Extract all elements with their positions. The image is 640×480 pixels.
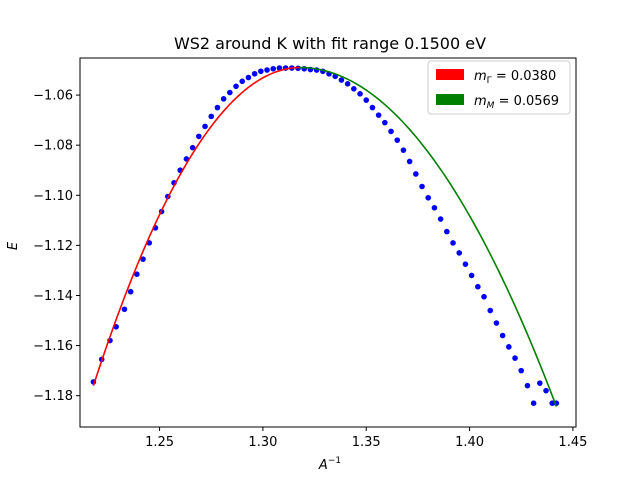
data-point bbox=[233, 83, 239, 90]
data-point bbox=[487, 307, 494, 314]
data-point bbox=[437, 216, 444, 222]
data-point bbox=[400, 147, 407, 153]
y-tick-label: −1.12 bbox=[33, 239, 73, 254]
data-point bbox=[239, 78, 246, 85]
legend-swatch-gamma bbox=[436, 69, 464, 80]
data-point bbox=[208, 113, 215, 120]
y-axis-label: E bbox=[6, 241, 21, 250]
x-tick-label: 1.25 bbox=[145, 435, 174, 450]
data-point bbox=[431, 205, 438, 211]
data-point bbox=[413, 171, 419, 177]
legend-gamma-sub: Γ bbox=[487, 76, 492, 86]
data-point bbox=[475, 283, 481, 290]
y-axis: −1.06 −1.08 −1.10 −1.12 −1.14 −1.16 −1.18 bbox=[33, 89, 80, 404]
data-point bbox=[537, 380, 543, 386]
legend-M-sub: M bbox=[487, 101, 495, 111]
data-point bbox=[202, 123, 208, 130]
data-point bbox=[462, 261, 469, 267]
data-point bbox=[369, 104, 376, 111]
data-point bbox=[524, 382, 531, 389]
data-point bbox=[196, 133, 202, 140]
legend-gamma-m: m bbox=[474, 69, 487, 84]
data-point bbox=[493, 320, 500, 326]
data-point bbox=[220, 96, 227, 102]
data-point bbox=[344, 81, 351, 87]
data-point bbox=[214, 104, 221, 111]
x-axis-label-base: A bbox=[318, 458, 328, 473]
fit-curve-gamma bbox=[92, 66, 301, 386]
data-point bbox=[530, 400, 537, 407]
data-point bbox=[512, 355, 518, 361]
data-point bbox=[338, 77, 345, 83]
data-point bbox=[425, 194, 432, 201]
data-point bbox=[406, 158, 413, 165]
data-point bbox=[264, 67, 270, 73]
data-point bbox=[394, 137, 401, 143]
data-point bbox=[351, 86, 357, 92]
x-tick-label: 1.35 bbox=[352, 435, 381, 450]
legend-M-m: m bbox=[474, 94, 487, 109]
x-tick-label: 1.30 bbox=[248, 435, 277, 450]
legend-entry-M: mM = 0.0569 bbox=[474, 94, 559, 111]
data-point bbox=[189, 144, 196, 151]
y-tick-label: −1.06 bbox=[33, 89, 73, 104]
y-tick-label: −1.14 bbox=[33, 289, 73, 304]
data-point bbox=[499, 332, 506, 339]
data-point bbox=[506, 344, 512, 350]
x-axis: 1.25 1.30 1.35 1.40 1.45 bbox=[145, 427, 587, 450]
x-tick-label: 1.40 bbox=[455, 435, 484, 450]
plot-area bbox=[79, 57, 577, 428]
data-point bbox=[388, 128, 394, 135]
x-tick-label: 1.45 bbox=[558, 435, 587, 450]
data-point bbox=[518, 367, 525, 374]
x-axis-label-exponent: −1 bbox=[328, 456, 341, 466]
data-point bbox=[121, 306, 128, 313]
data-point bbox=[419, 183, 425, 190]
data-point bbox=[549, 400, 556, 407]
data-point bbox=[276, 65, 283, 71]
data-point bbox=[127, 288, 134, 295]
fit-curve-M bbox=[300, 66, 558, 407]
legend-gamma-value: = 0.0380 bbox=[492, 69, 557, 84]
data-point bbox=[140, 256, 146, 262]
data-point bbox=[134, 271, 140, 277]
data-point bbox=[543, 387, 549, 394]
y-tick-label: −1.08 bbox=[33, 139, 73, 154]
data-point bbox=[456, 250, 463, 256]
y-tick-label: −1.10 bbox=[33, 189, 73, 204]
data-point bbox=[468, 272, 475, 279]
legend-swatch-M bbox=[436, 94, 464, 105]
axes-frame bbox=[79, 57, 577, 428]
data-point bbox=[481, 293, 487, 300]
legend-entry-gamma: mΓ = 0.0380 bbox=[474, 69, 556, 86]
x-axis-label: A−1 bbox=[318, 456, 341, 473]
data-point bbox=[258, 68, 264, 75]
data-point bbox=[450, 240, 456, 246]
data-point bbox=[245, 74, 252, 81]
data-point bbox=[357, 91, 363, 97]
y-tick-label: −1.18 bbox=[33, 389, 73, 404]
data-point bbox=[270, 65, 277, 72]
legend-M-value: = 0.0569 bbox=[494, 94, 559, 109]
data-point bbox=[251, 70, 258, 77]
y-tick-label: −1.16 bbox=[33, 339, 73, 354]
data-point bbox=[375, 112, 382, 118]
legend: mΓ = 0.0380 mM = 0.0569 bbox=[427, 60, 571, 115]
chart-title: WS2 around K with fit range 0.1500 eV bbox=[174, 34, 486, 53]
data-point bbox=[363, 97, 370, 103]
data-point bbox=[227, 89, 233, 96]
data-point bbox=[444, 228, 450, 235]
data-point bbox=[382, 119, 388, 126]
